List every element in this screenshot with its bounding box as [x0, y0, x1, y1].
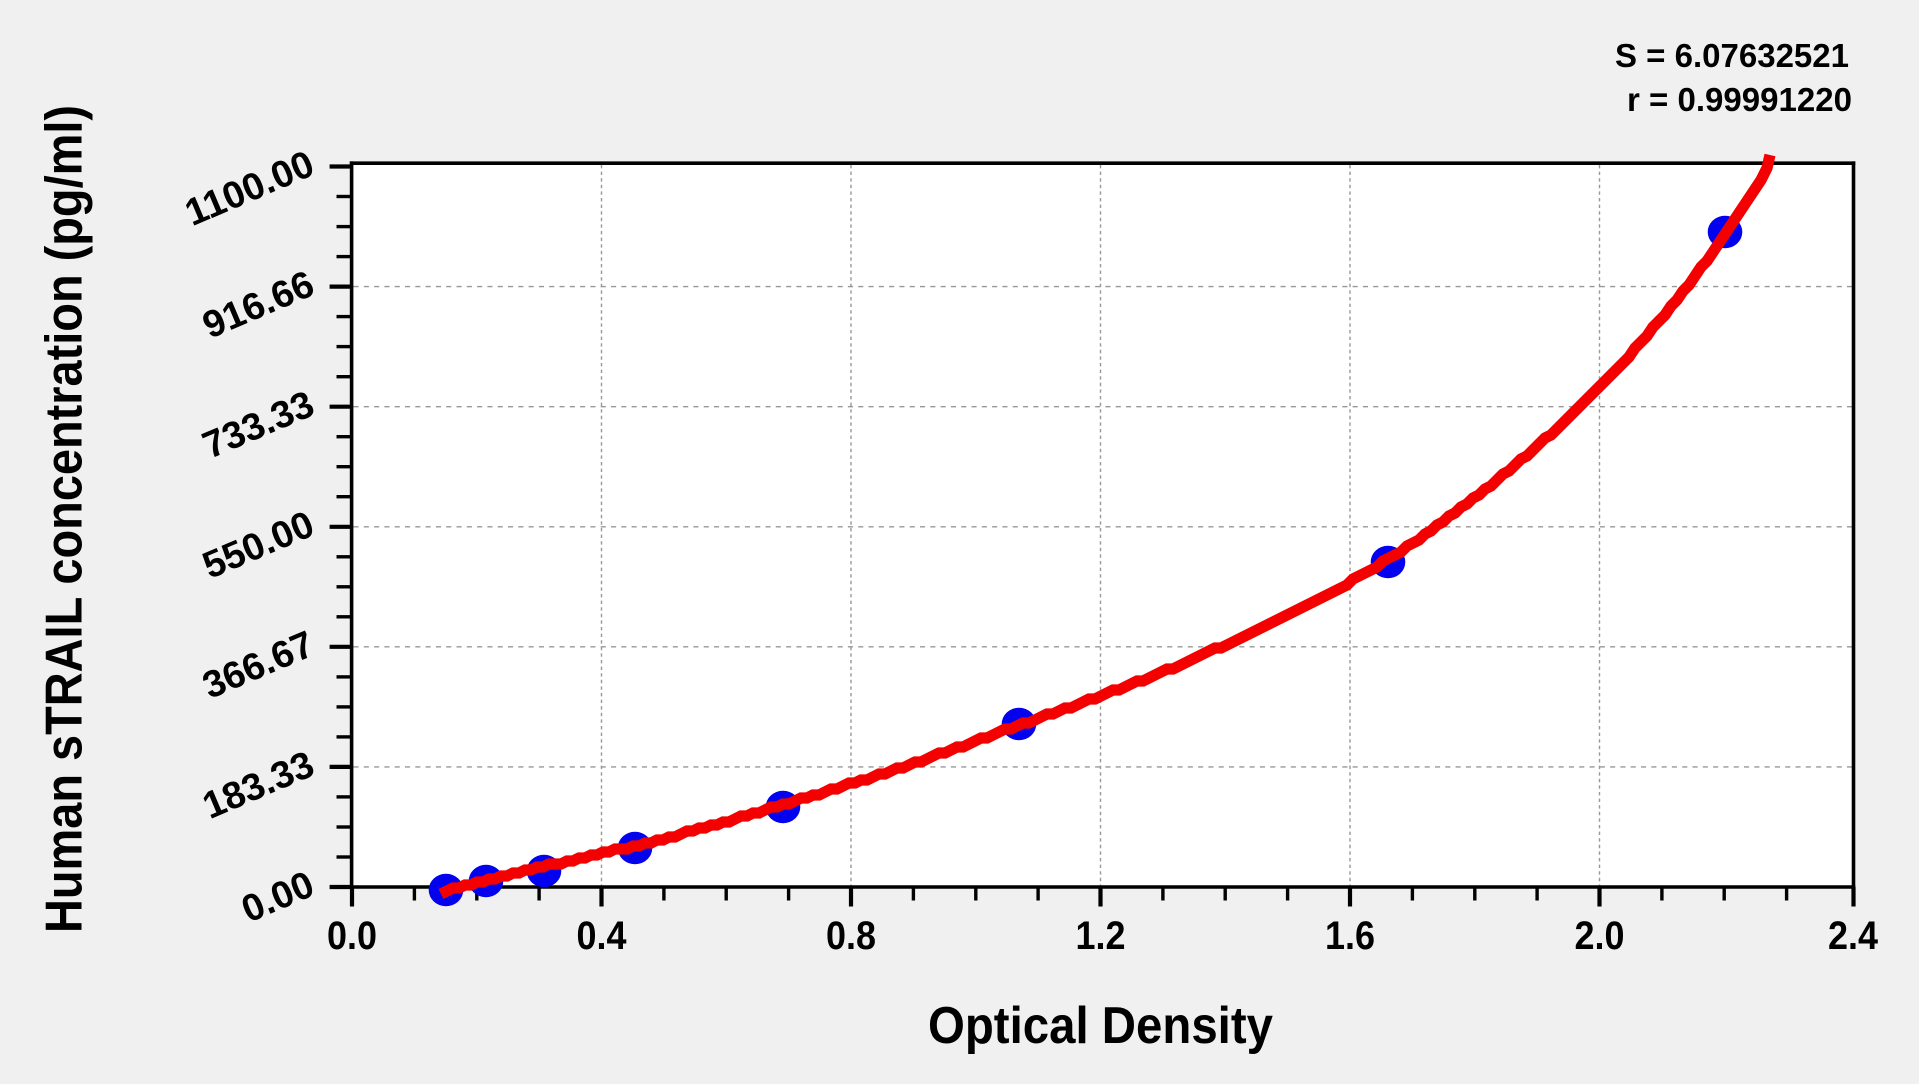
- svg-text:0.4: 0.4: [577, 914, 628, 958]
- svg-text:1.6: 1.6: [1325, 914, 1375, 958]
- svg-text:0.8: 0.8: [826, 914, 876, 958]
- svg-text:2.0: 2.0: [1575, 914, 1625, 958]
- svg-text:r = 0.99991220: r = 0.99991220: [1627, 81, 1852, 118]
- svg-text:0.0: 0.0: [327, 914, 377, 958]
- svg-text:1.2: 1.2: [1076, 914, 1126, 958]
- svg-text:2.4: 2.4: [1828, 914, 1879, 958]
- svg-text:Human sTRAIL concentration (pg: Human sTRAIL concentration (pg/ml): [36, 105, 94, 933]
- svg-text:Optical Density: Optical Density: [928, 997, 1273, 1055]
- svg-text:S = 6.07632521: S = 6.07632521: [1615, 37, 1849, 74]
